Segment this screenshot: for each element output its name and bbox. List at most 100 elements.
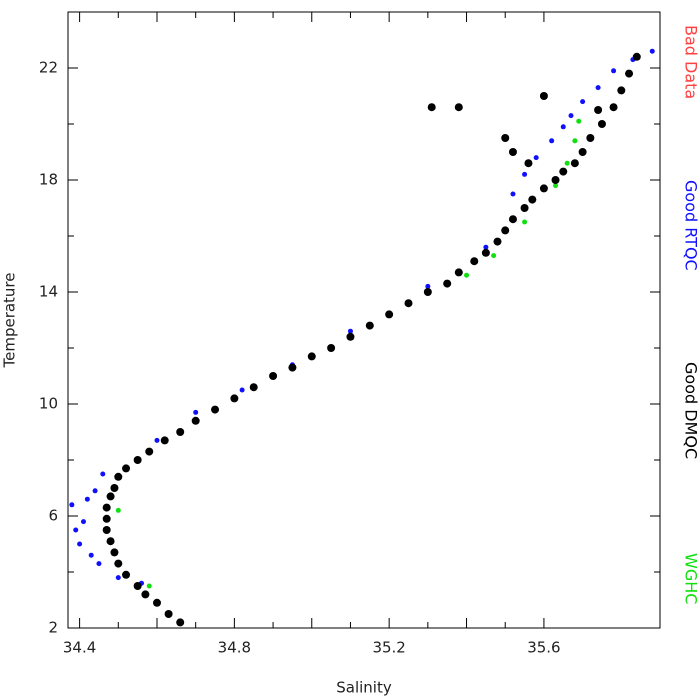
data-point	[595, 85, 601, 91]
data-point	[239, 387, 245, 393]
data-point	[443, 279, 452, 288]
data-point	[559, 167, 568, 176]
data-point	[77, 541, 83, 547]
data-point	[84, 496, 90, 502]
y-tick-label: 6	[48, 507, 58, 525]
data-point	[114, 472, 123, 481]
data-point	[110, 484, 119, 492]
x-tick-label: 35.6	[527, 639, 560, 657]
data-point	[632, 52, 641, 61]
data-point	[106, 537, 115, 546]
data-point	[102, 514, 111, 523]
data-point	[594, 106, 603, 114]
data-point	[470, 257, 479, 266]
y-tick-label: 10	[39, 395, 58, 413]
data-point	[609, 103, 618, 112]
data-point	[164, 610, 173, 618]
data-point	[572, 138, 578, 144]
data-point	[553, 183, 559, 189]
data-point	[493, 237, 502, 246]
data-point	[508, 148, 517, 156]
data-point	[625, 69, 634, 78]
data-point	[102, 526, 111, 534]
data-point	[520, 204, 529, 212]
plot-frame	[67, 11, 661, 629]
data-point	[115, 575, 121, 581]
data-point	[425, 283, 431, 289]
data-point	[288, 363, 297, 372]
data-point	[481, 248, 490, 257]
data-point	[176, 428, 185, 436]
data-point	[597, 120, 606, 128]
data-point	[528, 195, 537, 204]
data-point	[524, 159, 533, 168]
data-point	[230, 394, 239, 403]
data-point	[327, 344, 336, 352]
legend-entry: Bad Data	[682, 25, 700, 99]
data-point	[269, 372, 278, 380]
data-point	[133, 582, 142, 590]
y-tick-label: 14	[39, 283, 58, 301]
x-axis-label: Salinity	[336, 679, 392, 697]
data-point	[193, 409, 199, 415]
data-point	[249, 383, 258, 392]
y-tick-label: 22	[39, 59, 58, 77]
x-tick-label: 34.8	[218, 639, 251, 657]
data-point	[115, 507, 121, 513]
data-point	[80, 519, 86, 525]
data-point	[580, 99, 586, 105]
y-axis-label: Temperature	[1, 272, 19, 368]
data-point	[69, 502, 75, 508]
y-tick-label: 2	[48, 619, 58, 637]
x-tick-label: 34.4	[63, 639, 96, 657]
x-tick-label: 35.2	[372, 639, 405, 657]
y-tick-label: 18	[39, 171, 58, 189]
legend-entry: Good RTQC	[682, 180, 700, 271]
data-point	[611, 68, 617, 74]
data-point	[307, 352, 316, 361]
data-point	[483, 244, 489, 250]
data-point	[141, 590, 150, 599]
data-point	[122, 570, 131, 579]
data-point	[102, 503, 111, 512]
data-point	[96, 561, 102, 567]
data-point	[146, 583, 152, 589]
data-point	[106, 492, 115, 501]
data-point	[346, 332, 355, 341]
data-point	[501, 134, 510, 142]
data-point	[586, 134, 595, 142]
data-point	[160, 436, 169, 445]
data-point	[508, 215, 517, 224]
data-point	[564, 160, 570, 166]
data-point	[501, 226, 510, 235]
data-point	[133, 456, 142, 464]
data-point	[533, 155, 539, 161]
legend-entry: WGHC	[682, 553, 700, 604]
data-point	[568, 113, 574, 119]
data-point	[464, 272, 470, 278]
data-point	[122, 464, 131, 473]
data-point	[211, 405, 220, 414]
data-point	[454, 268, 463, 277]
data-point	[423, 288, 432, 296]
data-point	[522, 171, 528, 177]
data-point	[570, 159, 579, 168]
data-point	[73, 527, 79, 533]
data-point	[617, 86, 626, 95]
data-point	[145, 447, 154, 456]
data-point	[191, 416, 200, 425]
data-point	[549, 138, 555, 144]
data-point	[152, 598, 161, 607]
data-point	[578, 148, 587, 156]
data-point	[560, 124, 566, 130]
data-point	[576, 118, 582, 124]
data-point	[92, 488, 98, 494]
data-point	[385, 310, 394, 319]
data-point	[88, 552, 94, 558]
data-point	[154, 437, 160, 443]
data-point	[510, 191, 516, 197]
data-point	[176, 618, 185, 627]
data-point	[551, 176, 560, 184]
data-point	[365, 321, 374, 330]
